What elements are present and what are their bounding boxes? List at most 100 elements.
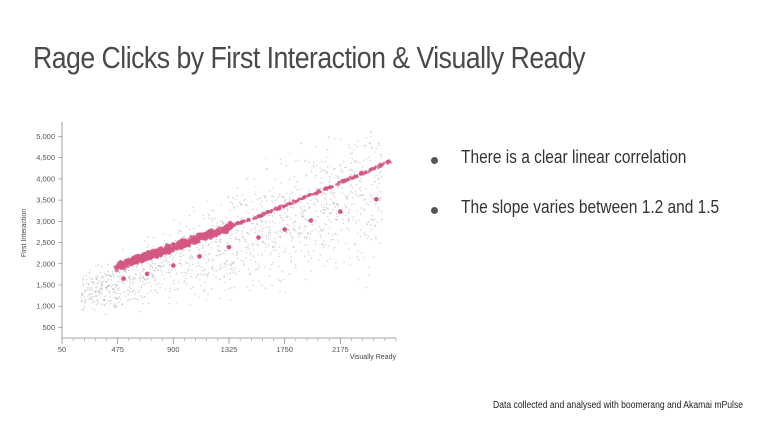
background-point — [355, 184, 358, 186]
band-point — [284, 203, 288, 207]
background-point — [285, 216, 288, 219]
background-point — [283, 196, 285, 198]
background-point — [329, 227, 331, 229]
background-point — [99, 288, 101, 290]
slide-title: Rage Clicks by First Interaction & Visua… — [33, 40, 586, 75]
band-point — [291, 199, 295, 203]
background-point — [170, 269, 172, 271]
background-point — [282, 219, 285, 221]
background-point — [269, 234, 271, 236]
band-point — [351, 176, 355, 180]
background-point — [174, 239, 177, 242]
background-point — [323, 212, 326, 214]
background-point — [85, 299, 87, 301]
background-point — [293, 225, 295, 227]
background-point — [224, 249, 226, 252]
background-point — [227, 196, 229, 198]
background-point — [279, 279, 281, 281]
background-point — [116, 298, 119, 300]
band-point — [179, 242, 184, 247]
background-point — [261, 221, 263, 223]
background-point — [123, 291, 126, 294]
background-point — [271, 220, 274, 222]
background-point — [306, 219, 308, 221]
background-point — [275, 232, 278, 234]
background-point — [207, 245, 209, 247]
background-point — [243, 226, 245, 229]
background-point — [234, 238, 236, 240]
background-point — [302, 212, 304, 215]
background-point — [374, 176, 376, 178]
y-tick-label: 1,500 — [36, 280, 55, 289]
background-point — [245, 252, 247, 254]
background-point — [162, 274, 164, 276]
background-point — [86, 282, 88, 285]
background-point — [225, 222, 227, 224]
background-point — [207, 213, 209, 215]
background-point — [106, 288, 109, 291]
background-point — [288, 178, 291, 181]
background-point — [380, 170, 382, 172]
background-point — [203, 289, 206, 291]
background-point — [150, 265, 153, 267]
background-point — [188, 214, 191, 217]
background-point — [151, 260, 153, 263]
background-point — [107, 300, 110, 302]
data-point — [197, 254, 202, 259]
background-point — [106, 274, 108, 277]
background-point — [340, 229, 343, 231]
background-point — [376, 186, 379, 189]
background-point — [284, 199, 286, 202]
background-point — [211, 267, 213, 269]
background-point — [335, 262, 337, 264]
background-point — [371, 219, 374, 221]
background-point — [250, 228, 252, 231]
background-point — [191, 256, 193, 258]
background-point — [88, 272, 90, 274]
background-point — [252, 249, 254, 251]
background-point — [331, 173, 333, 175]
background-point — [180, 255, 183, 258]
background-point — [179, 230, 181, 232]
band-point — [118, 263, 123, 268]
background-point — [183, 280, 185, 282]
background-point — [220, 241, 222, 243]
background-point — [363, 159, 365, 161]
y-tick-label: 2,000 — [36, 259, 55, 268]
background-point — [325, 203, 328, 205]
background-point — [244, 257, 247, 259]
background-point — [334, 206, 336, 208]
background-point — [89, 296, 91, 298]
background-point — [377, 178, 379, 181]
background-point — [128, 289, 130, 291]
background-point — [90, 296, 93, 298]
background-point — [106, 285, 109, 287]
background-point — [347, 220, 350, 222]
background-point — [324, 197, 326, 199]
background-point — [159, 266, 162, 268]
background-point — [311, 230, 313, 232]
background-point — [274, 231, 276, 234]
band-point — [348, 175, 352, 179]
background-point — [362, 166, 364, 168]
background-point — [337, 204, 340, 206]
background-point — [213, 270, 216, 272]
background-point — [204, 281, 207, 283]
background-point — [195, 276, 197, 279]
background-point — [190, 275, 192, 278]
background-point — [190, 288, 192, 290]
background-point — [261, 254, 263, 256]
background-point — [374, 224, 377, 227]
background-point — [168, 272, 171, 274]
background-point — [304, 160, 306, 163]
background-point — [334, 168, 336, 170]
background-point — [334, 218, 337, 220]
background-point — [322, 212, 324, 214]
background-point — [286, 232, 288, 234]
background-point — [89, 287, 92, 289]
background-point — [334, 246, 336, 248]
bullet-text: The slope varies between 1.2 and 1.5 — [461, 197, 720, 217]
background-point — [145, 261, 147, 263]
background-point — [355, 170, 357, 172]
background-point — [257, 254, 260, 256]
